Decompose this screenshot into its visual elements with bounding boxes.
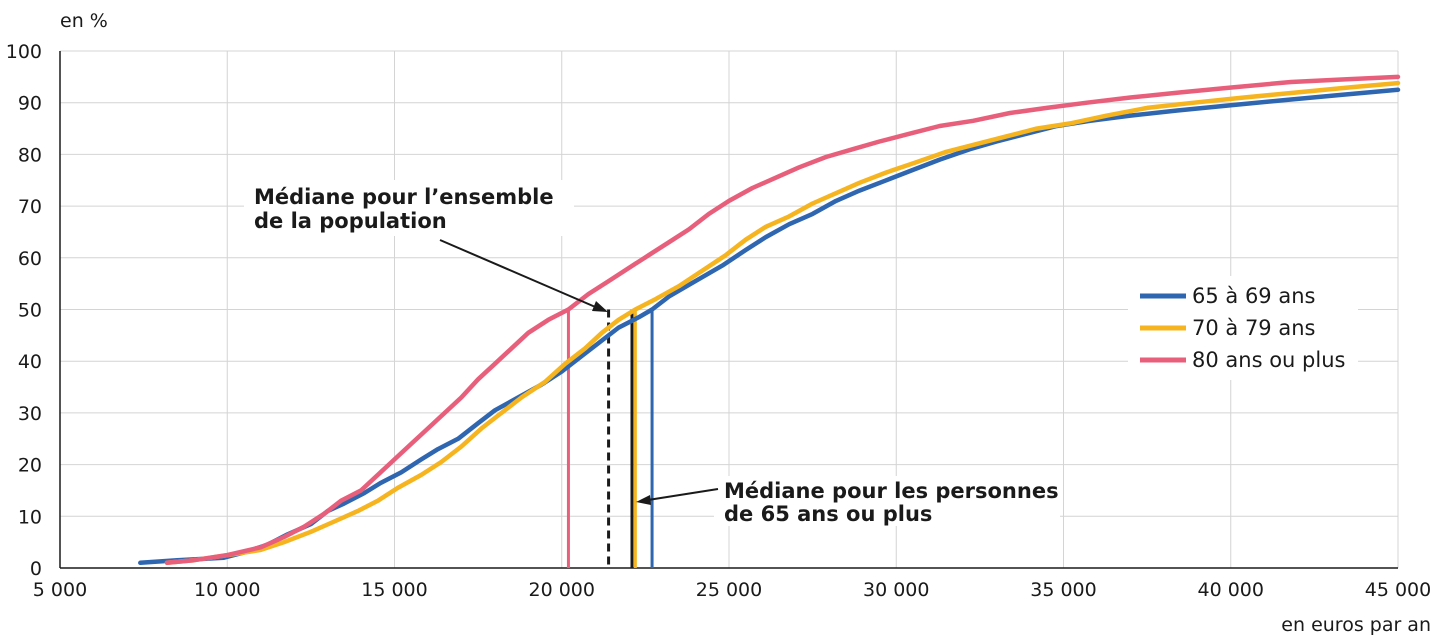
- annotation-arrowhead: [592, 301, 608, 312]
- x-tick-label: 40 000: [1198, 579, 1264, 601]
- series-line-70-à-79-ans: [164, 80, 1401, 566]
- series-line-65-à-69-ans: [138, 87, 1401, 566]
- annotation-line-2: de la population: [254, 209, 447, 233]
- y-tick-label: 10: [18, 506, 42, 528]
- y-tick-label: 70: [18, 196, 42, 218]
- y-tick-label: 0: [30, 558, 42, 580]
- x-unit-label: en euros par an: [1281, 614, 1431, 636]
- y-tick-label: 90: [18, 93, 42, 115]
- annotation-line-1: Médiane pour les personnes: [724, 479, 1059, 503]
- y-unit-label: en %: [60, 10, 108, 32]
- y-tick-label: 60: [18, 248, 42, 270]
- legend-label-65-69: 65 à 69 ans: [1192, 284, 1315, 308]
- x-tick-label: 35 000: [1030, 579, 1096, 601]
- x-tick-label: 10 000: [194, 579, 260, 601]
- y-tick-label: 40: [18, 351, 42, 373]
- x-tick-label: 20 000: [529, 579, 595, 601]
- annotation-background: [714, 476, 1060, 526]
- annotation-arrow-line: [439, 239, 601, 310]
- legend-label-70-79: 70 à 79 ans: [1192, 316, 1315, 340]
- x-tick-label: 5 000: [33, 579, 87, 601]
- series-line-80-ans-ou-plus: [164, 74, 1401, 566]
- y-tick-label: 30: [18, 403, 42, 425]
- y-tick-label: 100: [6, 41, 42, 63]
- annotation-background: [244, 180, 574, 236]
- legend-label-80-plus: 80 ans ou plus: [1192, 348, 1345, 372]
- annotation-line-2: de 65 ans ou plus: [724, 502, 932, 526]
- y-tick-label: 20: [18, 455, 42, 477]
- y-tick-label: 80: [18, 144, 42, 166]
- legend: 65 à 69 ans 70 à 79 ans 80 ans ou plus: [1128, 276, 1358, 380]
- annotation-65plus-median: Médiane pour les personnes de 65 ans ou …: [636, 476, 1060, 526]
- axes: 0 10 20 30 40 50 60 70 80 90 100 5 000 10 000 15 000 2…: [6, 41, 1432, 601]
- median-lines: [566, 309, 654, 568]
- x-tick-label: 30 000: [863, 579, 929, 601]
- annotation-arrow-line: [647, 488, 719, 501]
- x-tick-label: 25 000: [696, 579, 762, 601]
- y-tick-label: 50: [18, 300, 42, 322]
- annotation-overall-median: Médiane pour l’ensemble de la population: [244, 180, 608, 312]
- annotation-arrowhead: [636, 495, 651, 505]
- annotation-line-1: Médiane pour l’ensemble: [254, 185, 554, 209]
- x-tick-label: 15 000: [361, 579, 427, 601]
- series-lines: [138, 74, 1401, 566]
- x-tick-label: 45 000: [1365, 579, 1431, 601]
